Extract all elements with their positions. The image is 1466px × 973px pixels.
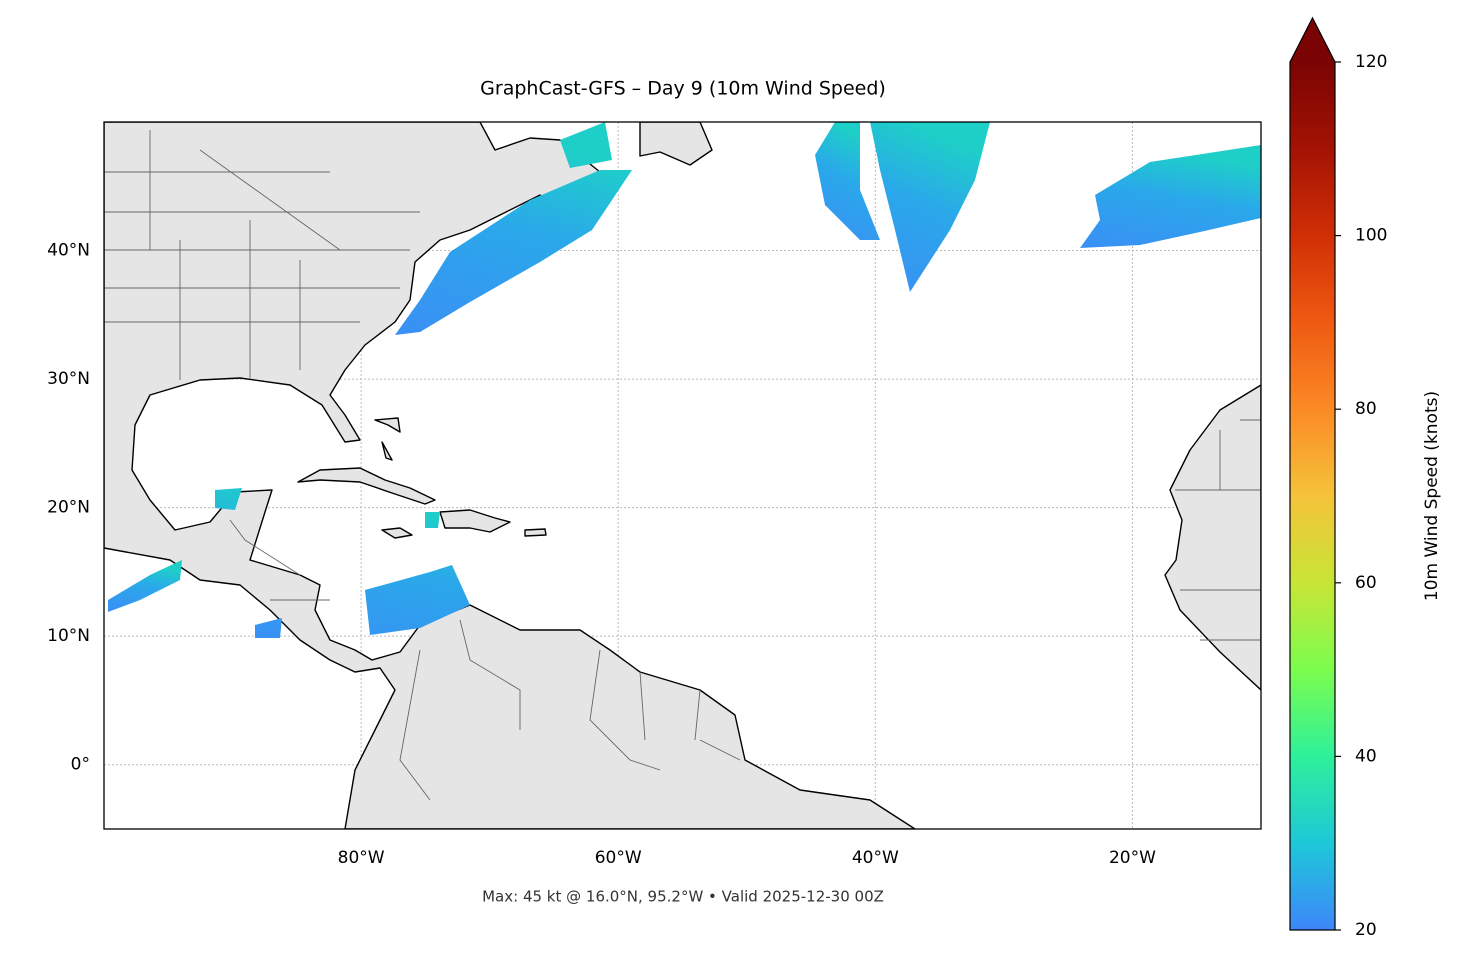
x-tick-label: 20°W xyxy=(1109,848,1156,868)
colorbar-tick-label: 100 xyxy=(1355,226,1387,246)
borders xyxy=(104,130,1261,801)
land-americas xyxy=(104,122,916,829)
wind-caribbean xyxy=(215,488,470,638)
wind-atlantic-c xyxy=(1080,145,1261,248)
colorbar-tick-label: 60 xyxy=(1355,573,1377,593)
colorbar-label: 10m Wind Speed (knots) xyxy=(1422,391,1442,601)
colorbar-frame xyxy=(1289,16,1336,931)
land-bahamas xyxy=(374,417,401,461)
colorbar: 20 40 60 80 100 120 xyxy=(1289,16,1387,940)
land-jamaica xyxy=(381,527,413,539)
y-tick-label: 0° xyxy=(71,755,90,775)
x-tick-label: 60°W xyxy=(595,848,642,868)
land-puerto-rico xyxy=(524,528,547,537)
x-tick-label: 80°W xyxy=(338,848,385,868)
x-tick-label: 40°W xyxy=(852,848,899,868)
colorbar-tick-label: 40 xyxy=(1355,746,1377,766)
map xyxy=(104,122,1261,829)
land-cuba xyxy=(297,467,436,505)
colorbar-extend xyxy=(1290,18,1335,62)
land-hispaniola xyxy=(439,509,511,533)
colorbar-scale xyxy=(1290,62,1335,930)
map-ticks: 80°W 60°W 40°W 20°W 0° 10°N 20°N 30°N 40°N xyxy=(47,241,1156,868)
land-africa xyxy=(1164,384,1261,691)
y-tick-label: 40°N xyxy=(47,241,90,261)
map-frame xyxy=(103,121,1262,830)
land-newfoundland xyxy=(639,122,713,166)
wind-atlantic-b xyxy=(870,122,990,292)
wind-atlantic-a xyxy=(815,122,880,240)
wind-mexico xyxy=(108,560,182,612)
wind-gulf-stream xyxy=(395,122,632,335)
colorbar-tick-label: 120 xyxy=(1355,52,1387,72)
footer: Max: 45 kt @ 16.0°N, 95.2°W • Valid 2025… xyxy=(482,888,884,906)
colorbar-tick-label: 80 xyxy=(1355,399,1377,419)
y-tick-label: 10°N xyxy=(47,626,90,646)
y-tick-label: 20°N xyxy=(47,498,90,518)
title: GraphCast-GFS – Day 9 (10m Wind Speed) xyxy=(480,78,886,100)
colorbar-tick-label: 20 xyxy=(1355,920,1377,940)
y-tick-label: 30°N xyxy=(47,369,90,389)
